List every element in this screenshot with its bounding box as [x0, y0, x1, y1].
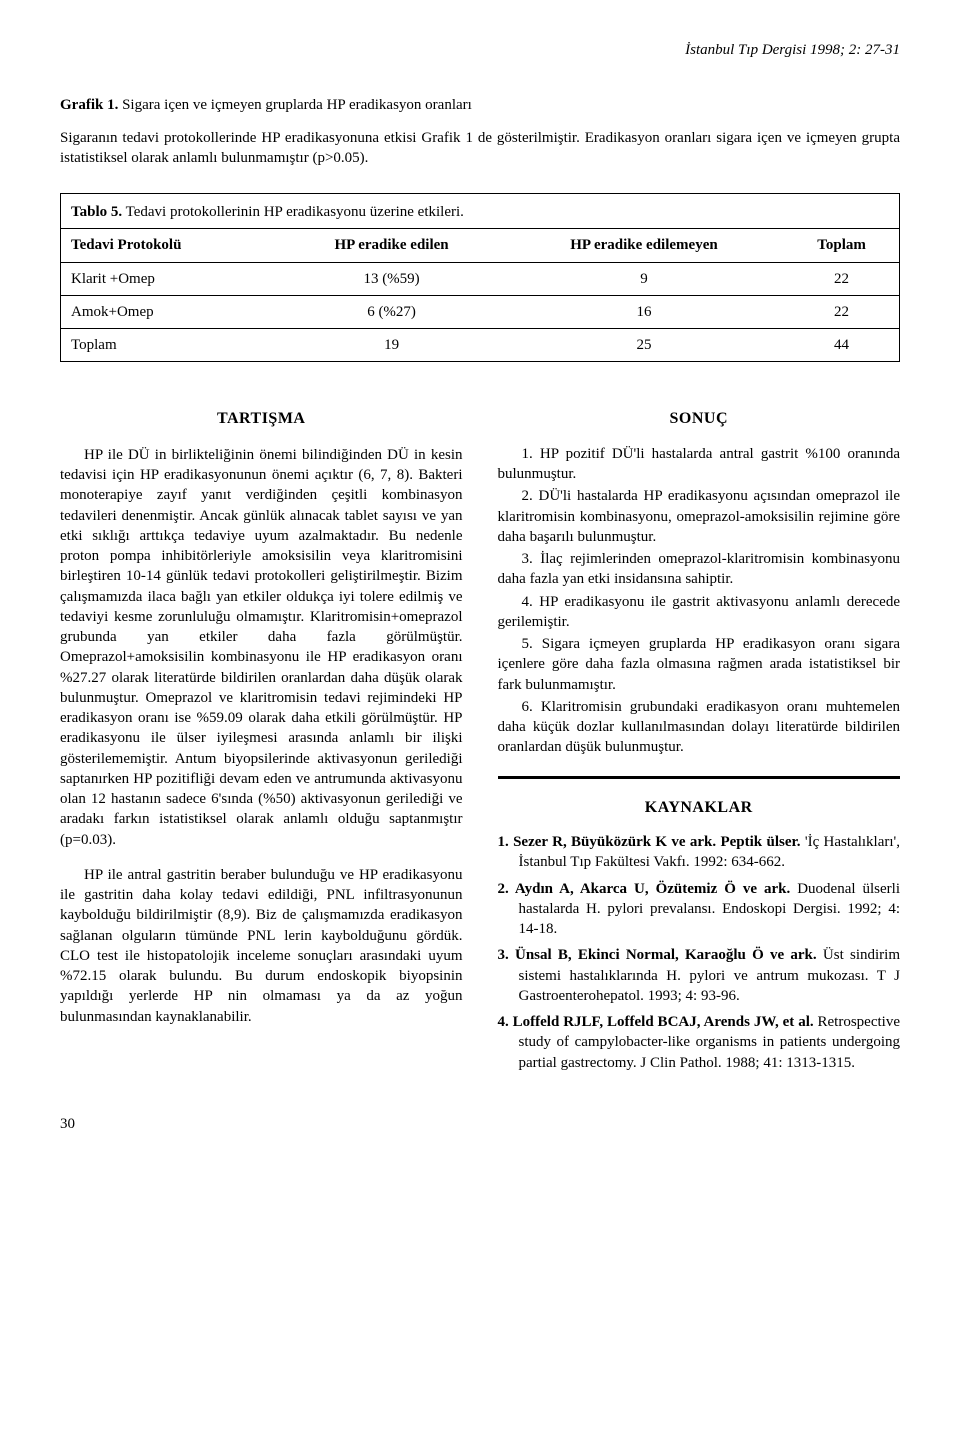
col-protocol: Tedavi Protokolü	[61, 229, 279, 262]
figure-caption: Sigaranın tedavi protokollerinde HP erad…	[60, 128, 900, 169]
cell: 25	[504, 329, 784, 362]
conclusion-item: 4. HP eradikasyonu ile gastrit aktivasyo…	[498, 592, 901, 633]
table-5: Tablo 5. Tedavi protokollerinin HP eradi…	[60, 193, 900, 362]
two-column-layout: TARTIŞMA HP ile DÜ in birlikteliğinin ön…	[60, 390, 900, 1079]
discussion-p2: HP ile antral gastritin beraber bulunduğ…	[60, 865, 463, 1027]
conclusion-item: 6. Klaritromisin grubundaki eradikasyon …	[498, 697, 901, 758]
table-row: Klarit +Omep 13 (%59) 9 22	[61, 262, 899, 295]
figure-title: Grafik 1. Sigara içen ve içmeyen gruplar…	[60, 95, 900, 115]
divider	[498, 776, 901, 779]
journal-header: İstanbul Tıp Dergisi 1998; 2: 27-31	[60, 40, 900, 60]
ref-lead: 4. Loffeld RJLF, Loffeld BCAJ, Arends JW…	[498, 1014, 814, 1030]
figure-title-text: Sigara içen ve içmeyen gruplarda HP erad…	[118, 97, 471, 113]
col-total: Toplam	[784, 229, 899, 262]
col-eradicated: HP eradike edilen	[279, 229, 504, 262]
reference-item: 2. Aydın A, Akarca U, Özütemiz Ö ve ark.…	[498, 879, 901, 940]
cell: 19	[279, 329, 504, 362]
reference-item: 1. Sezer R, Büyüközürk K ve ark. Peptik …	[498, 832, 901, 873]
table-caption: Tablo 5. Tedavi protokollerinin HP eradi…	[61, 194, 899, 229]
cell: 22	[784, 295, 899, 328]
conclusion-item: 5. Sigara içmeyen gruplarda HP eradikasy…	[498, 634, 901, 695]
left-column: TARTIŞMA HP ile DÜ in birlikteliğinin ön…	[60, 390, 463, 1079]
cell: Klarit +Omep	[61, 262, 279, 295]
ref-lead: 3. Ünsal B, Ekinci Normal, Karaoğlu Ö ve…	[498, 947, 817, 963]
cell: 9	[504, 262, 784, 295]
cell: 13 (%59)	[279, 262, 504, 295]
col-not-eradicated: HP eradike edilemeyen	[504, 229, 784, 262]
ref-lead: 1. Sezer R, Büyüközürk K ve ark. Peptik …	[498, 834, 801, 850]
cell: 44	[784, 329, 899, 362]
cell: Amok+Omep	[61, 295, 279, 328]
page-number: 30	[60, 1114, 900, 1134]
cell: 6 (%27)	[279, 295, 504, 328]
right-column: SONUÇ 1. HP pozitif DÜ'li hastalarda ant…	[498, 390, 901, 1079]
discussion-p1: HP ile DÜ in birlikteliğinin önemi bilin…	[60, 445, 463, 850]
reference-item: 4. Loffeld RJLF, Loffeld BCAJ, Arends JW…	[498, 1012, 901, 1073]
cell: 22	[784, 262, 899, 295]
table-row: Toplam 19 25 44	[61, 329, 899, 362]
references-heading: KAYNAKLAR	[498, 797, 901, 819]
cell: Toplam	[61, 329, 279, 362]
table-lead: Tablo 5.	[71, 204, 122, 220]
conclusion-item: 1. HP pozitif DÜ'li hastalarda antral ga…	[498, 444, 901, 485]
table-caption-text: Tedavi protokollerinin HP eradikasyonu ü…	[122, 204, 464, 220]
ref-lead: 2. Aydın A, Akarca U, Özütemiz Ö ve ark.	[498, 881, 791, 897]
table-row: Amok+Omep 6 (%27) 16 22	[61, 295, 899, 328]
conclusion-item: 3. İlaç rejimlerinden omeprazol-klaritro…	[498, 549, 901, 590]
figure-lead: Grafik 1.	[60, 97, 118, 113]
conclusion-heading: SONUÇ	[498, 408, 901, 430]
reference-item: 3. Ünsal B, Ekinci Normal, Karaoğlu Ö ve…	[498, 945, 901, 1006]
data-table: Tedavi Protokolü HP eradike edilen HP er…	[61, 229, 899, 361]
conclusion-item: 2. DÜ'li hastalarda HP eradikasyonu açıs…	[498, 486, 901, 547]
discussion-heading: TARTIŞMA	[60, 408, 463, 430]
cell: 16	[504, 295, 784, 328]
table-header-row: Tedavi Protokolü HP eradike edilen HP er…	[61, 229, 899, 262]
